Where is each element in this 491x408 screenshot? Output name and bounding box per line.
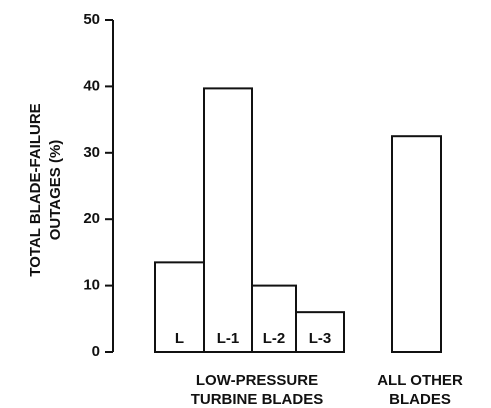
y-tick-label: 30 [83,144,100,161]
y-axis-label-line: TOTAL BLADE-FAILURE [27,103,44,276]
bar [391,135,442,353]
bar [295,311,345,354]
group-label: TURBINE BLADES [191,391,324,408]
bar [203,87,253,353]
y-tick-label: 0 [92,343,100,360]
bar-label: L-3 [309,330,332,347]
group-label: LOW-PRESSURE [196,372,318,389]
bar [154,261,205,353]
y-tick-label: 50 [83,11,100,28]
bar-label: L-1 [217,330,240,347]
y-tick-label: 20 [83,210,100,227]
group-label: BLADES [389,391,451,408]
y-axis-label: TOTAL BLADE-FAILURE OUTAGES (%) [27,103,64,276]
bar-label: L-2 [263,330,286,347]
y-tick-label: 10 [83,277,100,294]
bar-label: L [175,330,184,347]
y-axis-label-line: OUTAGES (%) [47,140,64,241]
bar [251,284,297,354]
y-tick-label: 40 [83,77,100,94]
group-label: ALL OTHER [377,372,463,389]
